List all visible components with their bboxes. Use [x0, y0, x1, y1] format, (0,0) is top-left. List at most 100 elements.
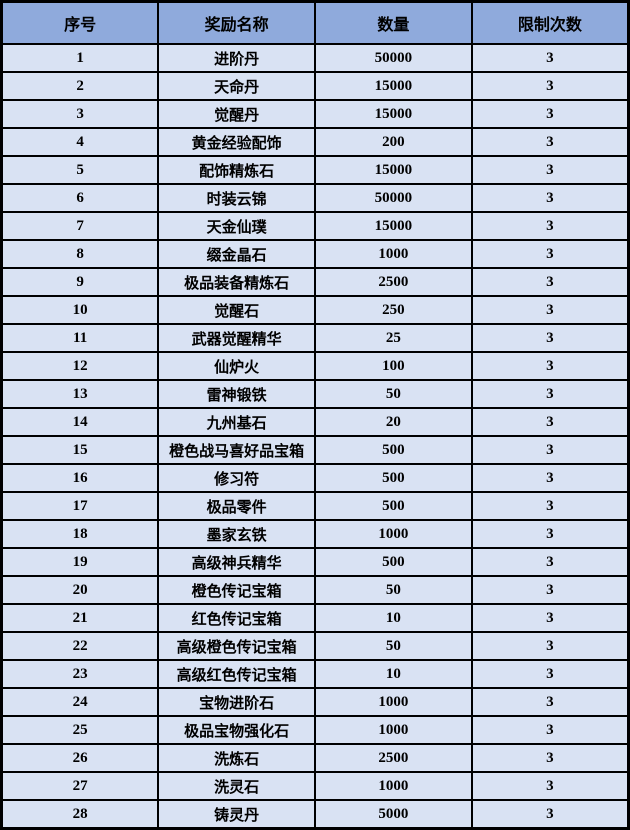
- header-serial-number: 序号: [0, 0, 160, 45]
- cell-serial-number: 17: [0, 491, 160, 521]
- table-row: 18 墨家玄铁 1000 3: [0, 519, 630, 549]
- cell-serial-number: 25: [0, 715, 160, 745]
- cell-reward-name: 雷神锻铁: [157, 379, 316, 409]
- cell-limit-count: 3: [470, 687, 630, 717]
- cell-quantity: 500: [314, 463, 473, 493]
- cell-limit-count: 3: [470, 379, 630, 409]
- table-row: 4 黄金经验配饰 200 3: [0, 127, 630, 157]
- cell-limit-count: 3: [470, 99, 630, 129]
- cell-reward-name: 极品宝物强化石: [157, 715, 316, 745]
- cell-quantity: 200: [314, 127, 473, 157]
- cell-limit-count: 3: [470, 743, 630, 773]
- cell-reward-name: 宝物进阶石: [157, 687, 316, 717]
- cell-quantity: 15000: [314, 211, 473, 241]
- table-row: 28 铸灵丹 5000 3: [0, 799, 630, 830]
- cell-serial-number: 22: [0, 631, 160, 661]
- cell-serial-number: 10: [0, 295, 160, 325]
- cell-limit-count: 3: [470, 127, 630, 157]
- cell-limit-count: 3: [470, 491, 630, 521]
- cell-serial-number: 27: [0, 771, 160, 801]
- cell-limit-count: 3: [470, 715, 630, 745]
- table-row: 6 时装云锦 50000 3: [0, 183, 630, 213]
- cell-limit-count: 3: [470, 519, 630, 549]
- table-row: 10 觉醒石 250 3: [0, 295, 630, 325]
- cell-quantity: 25: [314, 323, 473, 353]
- table-row: 3 觉醒丹 15000 3: [0, 99, 630, 129]
- cell-quantity: 15000: [314, 99, 473, 129]
- cell-quantity: 5000: [314, 799, 473, 830]
- cell-quantity: 1000: [314, 715, 473, 745]
- cell-serial-number: 12: [0, 351, 160, 381]
- table-row: 15 橙色战马喜好品宝箱 500 3: [0, 435, 630, 465]
- table-row: 5 配饰精炼石 15000 3: [0, 155, 630, 185]
- cell-limit-count: 3: [470, 603, 630, 633]
- cell-quantity: 250: [314, 295, 473, 325]
- cell-reward-name: 仙炉火: [157, 351, 316, 381]
- cell-limit-count: 3: [470, 43, 630, 73]
- cell-serial-number: 28: [0, 799, 160, 830]
- table-row: 12 仙炉火 100 3: [0, 351, 630, 381]
- cell-quantity: 2500: [314, 267, 473, 297]
- header-limit-count: 限制次数: [470, 0, 630, 45]
- cell-reward-name: 高级神兵精华: [157, 547, 316, 577]
- cell-quantity: 500: [314, 435, 473, 465]
- cell-reward-name: 极品零件: [157, 491, 316, 521]
- cell-limit-count: 3: [470, 295, 630, 325]
- cell-limit-count: 3: [470, 799, 630, 830]
- table-body: 1 进阶丹 50000 3 2 天命丹 15000 3 3 觉醒丹 15000 3 4 黄金经验配饰 200…: [0, 43, 630, 830]
- cell-reward-name: 洗炼石: [157, 743, 316, 773]
- cell-reward-name: 橙色战马喜好品宝箱: [157, 435, 316, 465]
- cell-quantity: 100: [314, 351, 473, 381]
- cell-limit-count: 3: [470, 659, 630, 689]
- header-row: 序号 奖励名称 数量 限制次数: [0, 0, 630, 45]
- cell-quantity: 15000: [314, 155, 473, 185]
- cell-quantity: 500: [314, 547, 473, 577]
- table-row: 7 天金仙璞 15000 3: [0, 211, 630, 241]
- cell-quantity: 50000: [314, 183, 473, 213]
- cell-quantity: 15000: [314, 71, 473, 101]
- cell-serial-number: 3: [0, 99, 160, 129]
- cell-limit-count: 3: [470, 155, 630, 185]
- table-row: 2 天命丹 15000 3: [0, 71, 630, 101]
- cell-reward-name: 墨家玄铁: [157, 519, 316, 549]
- cell-limit-count: 3: [470, 267, 630, 297]
- cell-reward-name: 铸灵丹: [157, 799, 316, 830]
- cell-serial-number: 24: [0, 687, 160, 717]
- cell-serial-number: 4: [0, 127, 160, 157]
- cell-quantity: 500: [314, 491, 473, 521]
- cell-limit-count: 3: [470, 183, 630, 213]
- table-row: 17 极品零件 500 3: [0, 491, 630, 521]
- cell-quantity: 50: [314, 631, 473, 661]
- cell-reward-name: 修习符: [157, 463, 316, 493]
- cell-serial-number: 15: [0, 435, 160, 465]
- cell-reward-name: 高级橙色传记宝箱: [157, 631, 316, 661]
- cell-limit-count: 3: [470, 547, 630, 577]
- cell-serial-number: 2: [0, 71, 160, 101]
- cell-reward-name: 缀金晶石: [157, 239, 316, 269]
- cell-reward-name: 橙色传记宝箱: [157, 575, 316, 605]
- cell-serial-number: 5: [0, 155, 160, 185]
- cell-serial-number: 6: [0, 183, 160, 213]
- table-row: 14 九州基石 20 3: [0, 407, 630, 437]
- cell-serial-number: 13: [0, 379, 160, 409]
- cell-limit-count: 3: [470, 239, 630, 269]
- cell-quantity: 1000: [314, 519, 473, 549]
- table-row: 1 进阶丹 50000 3: [0, 43, 630, 73]
- cell-serial-number: 26: [0, 743, 160, 773]
- cell-limit-count: 3: [470, 323, 630, 353]
- table-row: 16 修习符 500 3: [0, 463, 630, 493]
- cell-quantity: 50: [314, 379, 473, 409]
- cell-reward-name: 高级红色传记宝箱: [157, 659, 316, 689]
- cell-limit-count: 3: [470, 351, 630, 381]
- header-quantity: 数量: [314, 0, 473, 45]
- cell-limit-count: 3: [470, 407, 630, 437]
- cell-reward-name: 武器觉醒精华: [157, 323, 316, 353]
- table-row: 24 宝物进阶石 1000 3: [0, 687, 630, 717]
- cell-serial-number: 7: [0, 211, 160, 241]
- cell-reward-name: 黄金经验配饰: [157, 127, 316, 157]
- cell-serial-number: 19: [0, 547, 160, 577]
- table-row: 27 洗灵石 1000 3: [0, 771, 630, 801]
- table-row: 19 高级神兵精华 500 3: [0, 547, 630, 577]
- cell-quantity: 10: [314, 659, 473, 689]
